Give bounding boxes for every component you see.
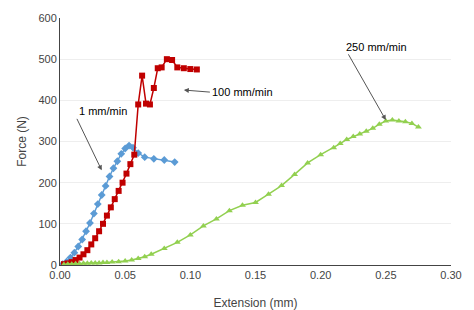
svg-text:0.25: 0.25 xyxy=(375,269,396,281)
svg-text:0.00: 0.00 xyxy=(49,269,70,281)
svg-text:Extension (mm): Extension (mm) xyxy=(213,296,297,310)
svg-text:400: 400 xyxy=(38,94,56,106)
svg-text:0.10: 0.10 xyxy=(180,269,201,281)
svg-text:0.30: 0.30 xyxy=(440,269,461,281)
svg-text:200: 200 xyxy=(38,177,56,189)
svg-text:0.05: 0.05 xyxy=(114,269,135,281)
svg-text:0: 0 xyxy=(51,259,57,271)
svg-text:600: 600 xyxy=(38,12,56,24)
svg-text:100 mm/min: 100 mm/min xyxy=(212,86,273,98)
svg-text:300: 300 xyxy=(38,135,56,147)
svg-text:100: 100 xyxy=(38,218,56,230)
svg-text:0.20: 0.20 xyxy=(310,269,331,281)
svg-text:250 mm/min: 250 mm/min xyxy=(346,41,407,53)
svg-text:Force (N): Force (N) xyxy=(15,116,29,167)
svg-text:0.15: 0.15 xyxy=(245,269,266,281)
svg-text:1 mm/min: 1 mm/min xyxy=(79,105,127,117)
svg-text:500: 500 xyxy=(38,53,56,65)
